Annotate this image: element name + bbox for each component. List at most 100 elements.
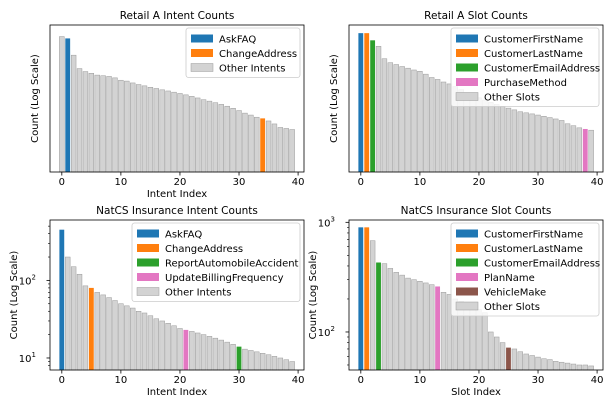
bar-8 [106,297,112,371]
bar-6 [94,292,100,371]
bar-23 [195,97,201,173]
x-tick-label: 0 [59,177,65,188]
bar-26 [511,109,518,173]
bar-36 [271,356,278,371]
bar-24 [499,342,506,371]
legend-label: ReportAutomobileAccident [165,259,299,270]
bar-3 [376,262,381,370]
legend-label: CustomerEmailAddress [484,64,600,75]
bar-24 [200,99,207,173]
x-tick-label: 40 [292,177,305,188]
axes-frame [49,219,305,371]
bar-12 [429,77,435,173]
bar-23 [195,332,201,371]
bar-32 [547,117,553,173]
bar-14 [141,85,148,173]
legend-swatch [455,92,479,101]
legend-label: UpdateBillingFrequency [165,273,284,284]
bar-9 [112,77,118,173]
bar-14 [440,292,447,371]
bar-30 [535,114,541,173]
x-tick-label: 0 [358,177,364,188]
bar-25 [206,336,213,371]
bar-8 [405,277,411,371]
x-tick-label: 40 [292,375,305,386]
bar-30 [535,356,541,371]
bar-26 [212,102,219,173]
x-tick-label: 10 [414,177,427,188]
y-tick-label: 102 [318,325,335,339]
x-tick-label: 0 [59,375,65,386]
legend-swatch [191,49,213,57]
legend-swatch [137,229,159,238]
bar-29 [230,344,236,371]
x-tick-label: 10 [115,177,128,188]
bar-24 [200,334,207,371]
bar-5 [88,73,95,173]
bar-19 [171,325,177,371]
legend-label: CustomerLastName [484,244,583,255]
bar-22 [189,331,195,371]
bar-28 [224,341,230,371]
x-tick-label: 30 [532,177,545,188]
legend-label: ChangeAddress [219,49,297,60]
axes-frame [348,219,604,371]
y-axis-label: Count (Log Scale) [9,251,20,340]
bar-24 [499,106,506,173]
bar-39 [588,129,594,173]
bar-1 [364,33,370,173]
chart-panel-2: 0 10 20 30 40 101 102 NatCS Insurance Intent Co… [9,205,304,396]
bar-28 [224,105,230,173]
x-tick-label: 40 [591,177,604,188]
bar-2 [70,54,77,173]
bar-34 [558,120,565,173]
legend-swatch [456,34,478,43]
bar-9 [411,279,417,371]
bar-0 [358,33,364,173]
y-axis-label: Count (Log Scale) [30,54,41,143]
bar-7 [100,75,106,173]
bar-31 [242,112,248,173]
bar-37 [277,127,284,173]
bar-21 [183,94,189,173]
x-tick-label: 20 [174,177,187,188]
y-tick-label: 102 [19,273,36,287]
bar-35 [265,120,272,173]
bar-27 [218,339,224,371]
bar-21 [482,312,488,371]
chart-title: NatCS Insurance Slot Counts [401,205,552,217]
legend-label: AskFAQ [219,35,256,46]
legend-swatch [456,258,478,267]
bar-7 [399,66,405,173]
bar-32 [547,359,553,371]
bar-0 [59,229,65,370]
bar-33 [254,116,260,173]
legend-label: ChangeAddress [165,244,243,255]
legend-label: CustomerEmailAddress [484,259,600,270]
bar-27 [517,111,523,173]
bar-4 [82,285,89,371]
y-tick-label: 103 [318,215,335,229]
axes-frame [49,24,305,173]
bar-20 [476,97,482,173]
chart-panel-1: 0 10 20 30 40 Retail A Slot Counts Count (Log … [329,10,603,188]
legend: CustomerFirstName CustomerLastName Custome… [450,222,600,317]
x-axis-label: Slot Index [451,387,501,396]
y-tick-label: 101 [19,351,36,365]
bar-31 [242,348,248,371]
bar-11 [124,80,130,173]
bar-35 [265,354,272,371]
bar-29 [230,108,236,173]
legend-label: PlanName [484,273,535,284]
bar-4 [381,58,388,173]
bar-14 [141,312,148,371]
bar-38 [283,359,289,371]
legend-label: PurchaseMethod [484,78,567,89]
bar-27 [218,104,224,173]
bar-20 [177,93,183,173]
legend-label: CustomerFirstName [484,35,583,46]
legend-label: Other Intents [219,64,285,75]
bar-3 [76,68,83,173]
x-axis-label: Intent Index [147,189,207,200]
